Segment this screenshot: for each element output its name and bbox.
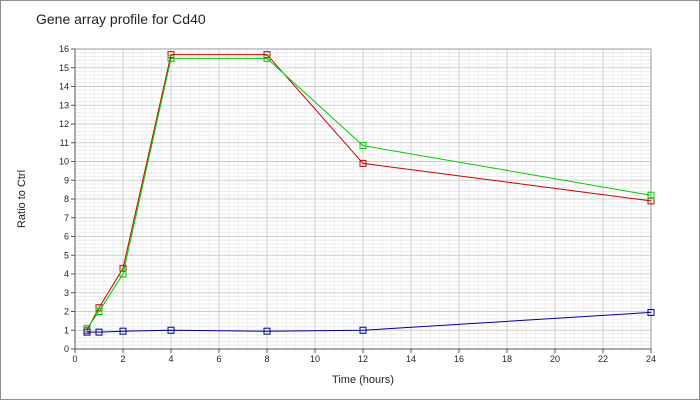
y-tick-label: 6 [64,232,69,242]
x-tick-label: 4 [168,354,173,364]
data-point [119,270,127,278]
data-point [95,308,103,315]
x-tick-label: 22 [598,354,608,364]
x-tick-label: 20 [550,354,560,364]
y-tick-label: 10 [59,157,69,167]
data-point [95,328,103,336]
y-axis-label: Ratio to Ctrl [16,170,28,228]
y-tick-label: 11 [60,138,69,148]
series-2 [83,54,655,332]
x-tick-label: 12 [358,354,368,364]
y-tick-label: 13 [59,100,69,110]
series-layer [83,51,655,336]
y-tick-label: 5 [64,250,69,260]
series-line [86,57,652,329]
x-axis-label: Time (hours) [332,374,394,386]
x-tick-label: 10 [310,354,320,364]
y-tick-label: 8 [64,194,69,204]
data-point [359,159,367,167]
chart-title: Gene array profile for Cd40 [36,11,206,27]
x-tick-label: 18 [502,354,512,364]
major-grid [74,48,652,350]
y-tick-label: 12 [59,119,69,129]
data-point [83,324,91,332]
data-point [167,54,175,62]
x-tick-label: 16 [454,354,464,364]
y-tick-label: 4 [64,269,69,279]
y-tick-label: 3 [64,288,69,298]
y-tick-label: 15 [59,63,69,73]
data-point [167,51,175,59]
data-point [263,327,271,335]
y-tick-label: 0 [64,344,69,354]
data-point [83,328,91,336]
y-tick-label: 14 [59,82,69,92]
data-point [263,54,271,62]
y-tick-label: 7 [64,213,69,223]
data-point [647,308,655,316]
data-point [167,326,175,334]
series-3 [83,308,655,336]
x-tick-label: 8 [264,354,269,364]
x-tick-label: 2 [120,354,125,364]
x-tick-label: 14 [406,354,416,364]
x-tick-label: 6 [216,354,221,364]
y-tick-label: 9 [64,175,69,185]
series-line [86,54,652,331]
axes [71,48,652,353]
data-point [359,326,367,334]
y-tick-label: 1 [64,325,69,335]
data-point [359,142,367,150]
y-tick-label: 16 [59,44,69,54]
data-point [647,191,655,199]
data-point [263,51,271,59]
series-line [87,311,652,333]
data-point [119,327,127,335]
x-tick-label: 0 [72,354,77,364]
y-tick-label: 2 [64,307,69,317]
x-tick-label: 24 [646,354,656,364]
